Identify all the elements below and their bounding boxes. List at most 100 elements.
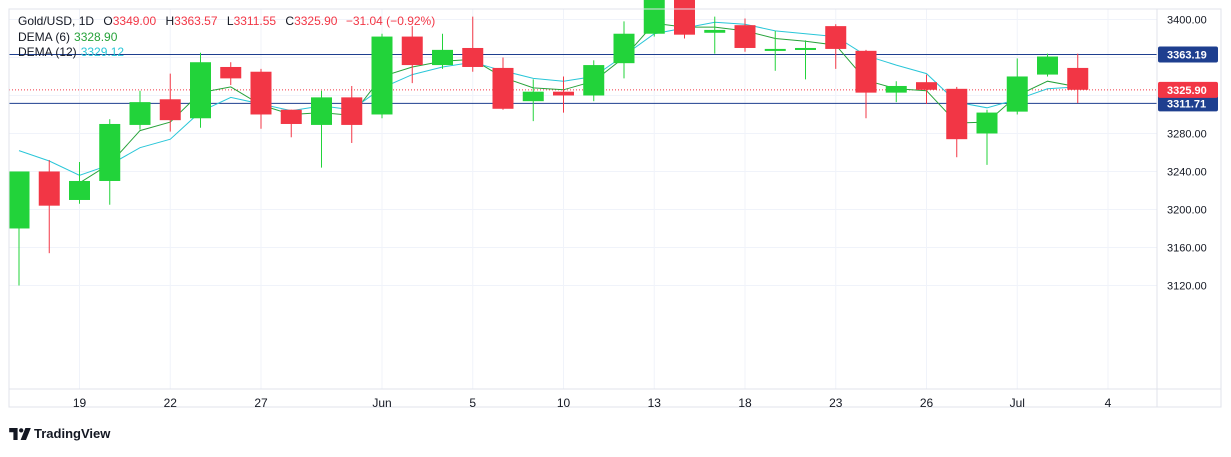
candle-body	[492, 67, 514, 109]
x-tick-label: 13	[648, 396, 662, 410]
candle	[280, 109, 302, 138]
candle-body	[38, 171, 60, 206]
candle	[1037, 53, 1058, 77]
y-tick-label: 3240.00	[1167, 166, 1207, 178]
candle	[38, 160, 60, 254]
candle	[795, 40, 816, 80]
candle	[250, 68, 272, 129]
tradingview-logo[interactable]: TradingView	[9, 426, 110, 441]
candle	[553, 76, 574, 113]
candle	[401, 26, 423, 84]
tradingview-logo-icon	[9, 427, 31, 440]
candle-body	[371, 36, 393, 115]
candle	[69, 161, 90, 204]
x-tick-label: 18	[738, 396, 752, 410]
candle	[583, 60, 605, 102]
dema12-line	[18, 21, 1078, 176]
chart-frame	[8, 8, 1222, 408]
current-price-label: 3325.90	[1158, 81, 1218, 98]
candle	[764, 30, 786, 71]
candle	[855, 49, 877, 119]
x-tick-label: 19	[73, 396, 87, 410]
candle-body	[734, 25, 756, 48]
y-tick-label: 3280.00	[1167, 128, 1207, 140]
x-tick-label: 26	[920, 396, 934, 410]
level-price-label: 3311.71	[1158, 95, 1218, 112]
x-tick-label: Jul	[1010, 396, 1025, 410]
candles	[8, 0, 1089, 286]
candle	[613, 21, 635, 79]
candle-body	[946, 88, 968, 140]
candle	[371, 33, 393, 119]
candle	[643, 0, 665, 37]
candle	[885, 81, 907, 103]
candle-body	[1067, 67, 1089, 90]
candle	[341, 85, 363, 143]
candle-body	[674, 0, 695, 35]
candle-body	[250, 71, 272, 115]
candle-body	[341, 97, 363, 125]
candle	[190, 52, 211, 128]
level-price-label-text: 3363.19	[1167, 49, 1207, 61]
candle-body	[311, 97, 332, 125]
candle	[674, 0, 695, 39]
candle-body	[522, 91, 544, 102]
candle-body	[220, 66, 242, 79]
candle-body	[69, 180, 90, 200]
level-price-label-bg	[1158, 46, 1218, 63]
level-price-label-bg	[1158, 95, 1218, 112]
candle	[311, 90, 332, 168]
x-tick-label: 5	[469, 396, 476, 410]
candle	[462, 16, 484, 72]
current-price-label-text: 3325.90	[1167, 85, 1207, 97]
candle	[129, 90, 151, 130]
candle	[492, 57, 514, 110]
candle	[99, 119, 121, 205]
candle-body	[462, 47, 484, 67]
candle-body	[1006, 76, 1028, 112]
candle	[220, 62, 242, 86]
x-tick-label: 23	[829, 396, 843, 410]
candle-body	[159, 99, 181, 121]
candle-body	[99, 123, 121, 181]
current-price-label-bg	[1158, 81, 1218, 98]
candle	[825, 24, 847, 69]
candle	[704, 16, 726, 54]
candle-body	[916, 82, 937, 90]
candle-body	[190, 62, 211, 119]
candle	[1006, 58, 1028, 115]
candle-body	[976, 112, 998, 134]
candle	[432, 33, 453, 69]
candle-body	[553, 91, 574, 96]
tradingview-name: TradingView	[34, 426, 111, 441]
candle-body	[643, 0, 665, 34]
candle-body	[583, 65, 605, 96]
candle	[1067, 53, 1089, 104]
x-tick-label: 27	[254, 396, 268, 410]
level-price-label-text: 3311.71	[1167, 98, 1206, 110]
candle-body	[885, 85, 907, 93]
horizontal-levels	[9, 53, 1157, 104]
y-tick-label: 3120.00	[1167, 280, 1207, 292]
candle	[946, 86, 968, 158]
candle-body	[8, 171, 30, 229]
candle	[916, 74, 937, 105]
y-tick-label: 3160.00	[1167, 242, 1207, 254]
candle-body	[704, 29, 726, 33]
candle-body	[401, 36, 423, 66]
y-tick-label: 3200.00	[1167, 204, 1207, 216]
x-tick-label: 10	[557, 396, 571, 410]
candle-body	[129, 102, 151, 125]
candle-body	[280, 109, 302, 124]
candle-body	[613, 33, 635, 64]
x-tick-label: 4	[1105, 396, 1112, 410]
candle-body	[764, 48, 786, 51]
candle	[8, 171, 30, 286]
candle	[734, 18, 756, 52]
candle-body	[795, 47, 816, 50]
candle-body	[432, 49, 453, 66]
dema6-line	[79, 22, 1078, 184]
